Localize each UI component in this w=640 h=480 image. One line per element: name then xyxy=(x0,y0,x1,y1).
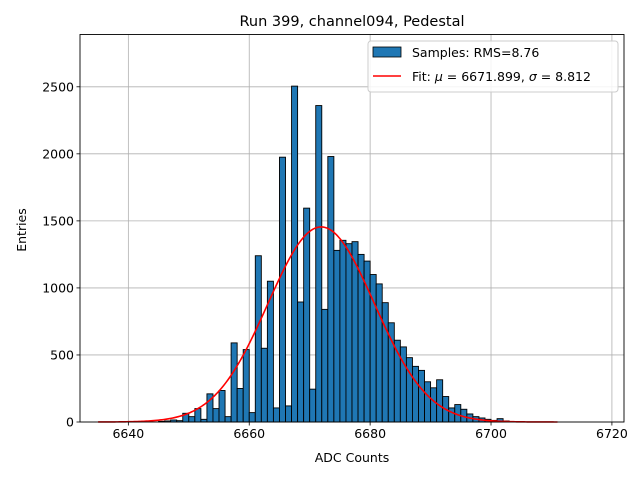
histogram-bar xyxy=(315,105,323,423)
y-tick-label: 1500 xyxy=(42,213,74,228)
histogram-bar xyxy=(236,388,244,423)
legend-fit-sigma-value: = 8.812 xyxy=(537,69,591,84)
legend-box xyxy=(367,40,619,93)
gaussian-fit-curve xyxy=(98,226,558,423)
histogram-bar xyxy=(375,283,383,423)
y-tick-label: 500 xyxy=(50,347,74,362)
histogram-bar xyxy=(188,416,196,423)
histogram-bar xyxy=(339,239,347,423)
histogram-bar xyxy=(242,349,250,423)
x-tick-label: 6720 xyxy=(596,426,628,441)
x-tick-label: 6640 xyxy=(112,426,144,441)
histogram-bars xyxy=(158,85,510,423)
legend-fit-prefix: Fit: xyxy=(412,69,435,84)
legend-fit-sigma-symbol: σ xyxy=(529,69,538,84)
histogram-bar xyxy=(279,156,286,423)
histogram-bar xyxy=(254,255,262,423)
y-axis-label: Entries xyxy=(14,208,29,252)
legend-samples-label: Samples: RMS=8.76 xyxy=(412,45,539,60)
histogram-bar xyxy=(351,241,359,423)
histogram-bar xyxy=(224,416,232,423)
histogram-bar xyxy=(309,388,317,423)
y-tick-label: 1000 xyxy=(42,280,74,295)
histogram-bar xyxy=(327,156,335,423)
legend-fit-label: Fit: μ = 6671.899, σ = 8.812 xyxy=(412,69,591,84)
histogram-bar xyxy=(285,405,293,423)
histogram-bar xyxy=(411,365,419,423)
histogram-bar xyxy=(436,379,444,423)
axis-ticks: 6640 6660 6680 6700 6720 0 500 1000 1500 2000 2500 xyxy=(42,79,628,441)
plot-frame xyxy=(79,34,625,423)
histogram-bar xyxy=(333,249,341,423)
histogram-bar xyxy=(405,357,413,423)
y-tick-label: 0 xyxy=(66,415,74,430)
legend: Samples: RMS=8.76 Fit: μ = 6671.899, σ =… xyxy=(367,40,619,93)
legend-samples-swatch xyxy=(372,46,402,58)
histogram-bar xyxy=(387,322,395,423)
histogram-bar xyxy=(230,342,238,423)
histogram-bar xyxy=(424,381,432,423)
histogram-bar xyxy=(218,390,226,423)
histogram-bar xyxy=(260,347,268,423)
legend-fit-mu-value: = 6671.899, xyxy=(443,69,529,84)
histogram-bar xyxy=(448,407,456,423)
chart-title: Run 399, channel094, Pedestal xyxy=(239,14,464,30)
histogram-bar xyxy=(303,207,311,423)
histogram-bar xyxy=(248,412,256,423)
x-tick-label: 6700 xyxy=(475,426,507,441)
histogram-bar xyxy=(381,302,389,423)
histogram-bar xyxy=(345,243,353,423)
histogram-bar xyxy=(212,408,220,423)
x-tick-label: 6660 xyxy=(233,426,265,441)
y-tick-label: 2500 xyxy=(42,79,74,94)
x-tick-label: 6680 xyxy=(354,426,386,441)
histogram-bar xyxy=(321,308,329,423)
legend-fit-mu-symbol: μ xyxy=(434,69,443,84)
histogram-bar xyxy=(272,407,280,423)
x-axis-label: ADC Counts xyxy=(315,450,390,465)
histogram-bar xyxy=(363,260,371,423)
histogram-bar xyxy=(418,369,425,423)
histogram-bar xyxy=(297,301,305,423)
histogram-bar xyxy=(430,387,438,423)
y-tick-label: 2000 xyxy=(42,146,74,161)
